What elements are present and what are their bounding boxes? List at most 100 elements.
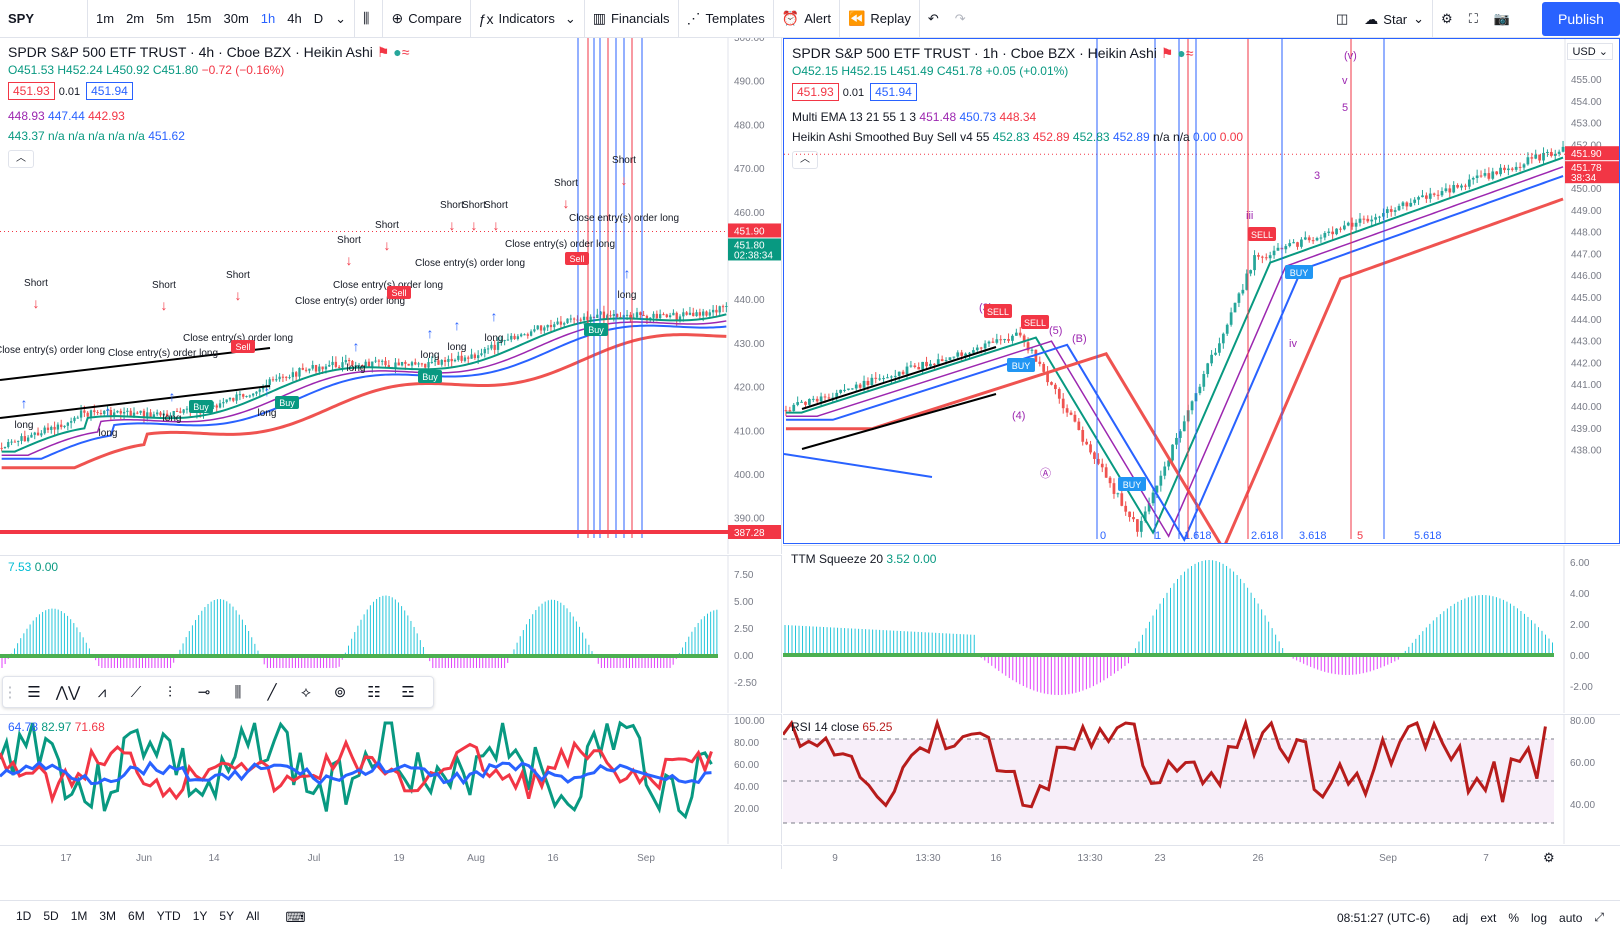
- elliott-wave-icon[interactable]: ⋀⋁: [55, 684, 81, 701]
- candle-body: [1354, 222, 1358, 227]
- candle-body: [1018, 332, 1022, 336]
- abcd-pattern-icon[interactable]: ⩘: [97, 683, 107, 701]
- candle-body: [886, 377, 889, 379]
- pitchfork-icon[interactable]: ⫼: [234, 683, 242, 701]
- status-dot-icon: ●: [393, 44, 402, 60]
- left-buy-price[interactable]: 451.94: [86, 82, 133, 100]
- undo-button[interactable]: ↶: [920, 0, 947, 38]
- tf-4h[interactable]: 4h: [287, 11, 302, 26]
- publish-button[interactable]: Publish: [1542, 2, 1620, 36]
- right-rsi-pane[interactable]: 80.00 60.00 40.00 RSI 14 close 65.25: [783, 714, 1620, 844]
- candle-body: [1514, 166, 1518, 170]
- opt-ext[interactable]: ext: [1480, 910, 1497, 925]
- fib-extension-icon[interactable]: ☲: [401, 684, 415, 701]
- drag-handle-icon[interactable]: ⋮: [2, 684, 18, 701]
- candle-body: [1284, 246, 1288, 250]
- layout-button[interactable]: ◫: [1328, 0, 1356, 38]
- left-sell-price[interactable]: 451.93: [8, 82, 55, 100]
- candle-body: [113, 412, 116, 417]
- left-momentum-pane[interactable]: 7.50 5.00 2.50 0.00 -2.50 7.53 0.00 ⋮ ☰ ⋀⋁ ⩘…: [0, 555, 782, 713]
- templates-label: Templates: [705, 11, 765, 26]
- currency-select[interactable]: USD ⌄: [1567, 43, 1613, 60]
- fib-label: 5.618: [1414, 530, 1442, 542]
- right-sell-price[interactable]: 451.93: [792, 83, 839, 101]
- tf-15m[interactable]: 15m: [186, 11, 212, 26]
- fib-fan-icon[interactable]: ⫶: [168, 683, 172, 701]
- xabcd-icon[interactable]: ⟡: [301, 683, 311, 701]
- settings-button[interactable]: ⚙: [1433, 0, 1461, 38]
- range-6m[interactable]: 6M: [128, 909, 145, 923]
- alert-button[interactable]: ⏰ Alert: [774, 0, 840, 38]
- tf-5m[interactable]: 5m: [156, 11, 175, 26]
- tf-D[interactable]: D: [313, 11, 324, 26]
- candle-body: [132, 412, 136, 416]
- collapse-legend-button[interactable]: ︿: [8, 150, 34, 168]
- candle-body: [804, 401, 807, 405]
- candle-body: [477, 355, 480, 359]
- candle-body: [1057, 389, 1061, 399]
- flag-icon: ⚑: [376, 44, 390, 60]
- compare-button[interactable]: ⊕ Compare: [383, 0, 471, 38]
- fullscreen-button[interactable]: ⛶: [1461, 0, 1486, 38]
- financials-button[interactable]: ▥ Financials: [585, 0, 679, 38]
- candle-body: [1124, 505, 1128, 512]
- candle-body: [1003, 339, 1006, 341]
- ha-v1: n/a: [48, 129, 65, 143]
- templates-button[interactable]: ⋰ Templates: [679, 0, 774, 38]
- short-label: Short: [226, 270, 250, 281]
- right-ttm-pane[interactable]: 6.00 4.00 2.00 0.00 -2.00 TTM Squeeze 20 3.5…: [783, 545, 1620, 713]
- range-3m[interactable]: 3M: [99, 909, 117, 923]
- chart-type-button[interactable]: ⫼: [355, 0, 384, 38]
- candle-body: [156, 412, 159, 415]
- fib-retracement-icon[interactable]: ☷: [367, 684, 381, 701]
- tf-1h[interactable]: 1h: [260, 11, 276, 26]
- redo-button[interactable]: ↷: [947, 0, 974, 38]
- ray-icon[interactable]: ⟋: [130, 683, 142, 701]
- chevron-down-icon[interactable]: ⌄: [335, 10, 347, 26]
- snapshot-button[interactable]: 📷: [1486, 0, 1518, 38]
- range-5y[interactable]: 5Y: [219, 909, 235, 923]
- trend-lines-icon[interactable]: ☰: [27, 684, 41, 701]
- line-icon[interactable]: ╱: [267, 684, 277, 701]
- right-title-text: SPDR S&P 500 ETF TRUST · 1h · Cboe BZX ·…: [792, 45, 1157, 61]
- spiral-icon[interactable]: ⊚: [333, 684, 347, 701]
- candle-body: [1542, 152, 1545, 161]
- left-main-pane[interactable]: 500.00490.00480.00470.00460.00450.00440.…: [0, 38, 782, 554]
- opt-log[interactable]: log: [1531, 910, 1548, 925]
- tf-30m[interactable]: 30m: [223, 11, 249, 26]
- date-range-icon[interactable]: ⌨: [285, 909, 306, 925]
- candle-body: [893, 375, 897, 377]
- tf-1m[interactable]: 1m: [96, 11, 115, 26]
- tf-2m[interactable]: 2m: [126, 11, 145, 26]
- range-1y[interactable]: 1Y: [192, 909, 208, 923]
- replay-button[interactable]: ⏪ Replay: [840, 0, 920, 38]
- opt-percent[interactable]: %: [1508, 910, 1520, 925]
- right-buy-price[interactable]: 451.94: [870, 83, 917, 101]
- range-1m[interactable]: 1M: [70, 909, 88, 923]
- star-button[interactable]: ☁ Star ⌄: [1356, 0, 1434, 38]
- symbol-search[interactable]: SPY: [0, 0, 88, 38]
- ema-1: 448.93: [8, 109, 45, 123]
- range-ytd[interactable]: YTD: [156, 909, 181, 923]
- right-time-axis[interactable]: 9 13:30 16 13:30 23 26 Sep 7 ⚙: [783, 845, 1620, 869]
- right-ema-legend: Multi EMA 13 21 55 1 3 451.48 450.73 448…: [792, 110, 1036, 124]
- long-label: long: [421, 350, 440, 361]
- opt-auto[interactable]: auto: [1559, 910, 1583, 925]
- left-rsi-pane[interactable]: 100.00 80.00 60.00 40.00 20.00 64.78 82.97 7…: [0, 714, 782, 844]
- expand-icon[interactable]: ⤢: [1594, 910, 1604, 924]
- candle-body: [983, 343, 987, 349]
- left-osc-legend: 7.53 0.00: [8, 560, 58, 574]
- candle-body: [711, 309, 715, 313]
- opt-adj[interactable]: adj: [1452, 910, 1469, 925]
- range-1d[interactable]: 1D: [16, 909, 32, 923]
- long-arrow: ↑: [454, 317, 461, 333]
- collapse-legend-button[interactable]: ︿: [792, 151, 818, 169]
- clock[interactable]: 08:51:27 (UTC-6): [1336, 910, 1431, 925]
- candle-body: [506, 339, 510, 341]
- left-time-axis[interactable]: 17 Jun 14 Jul 19 Aug 16 Sep: [0, 845, 782, 869]
- right-main-pane[interactable]: 455.00454.00453.00452.00451.00450.00449.…: [783, 38, 1620, 544]
- range-all[interactable]: All: [246, 909, 260, 923]
- range-5d[interactable]: 5D: [43, 909, 59, 923]
- horizontal-ray-icon[interactable]: ⊸: [197, 684, 211, 701]
- indicators-button[interactable]: ƒx Indicators ⌄: [471, 0, 585, 38]
